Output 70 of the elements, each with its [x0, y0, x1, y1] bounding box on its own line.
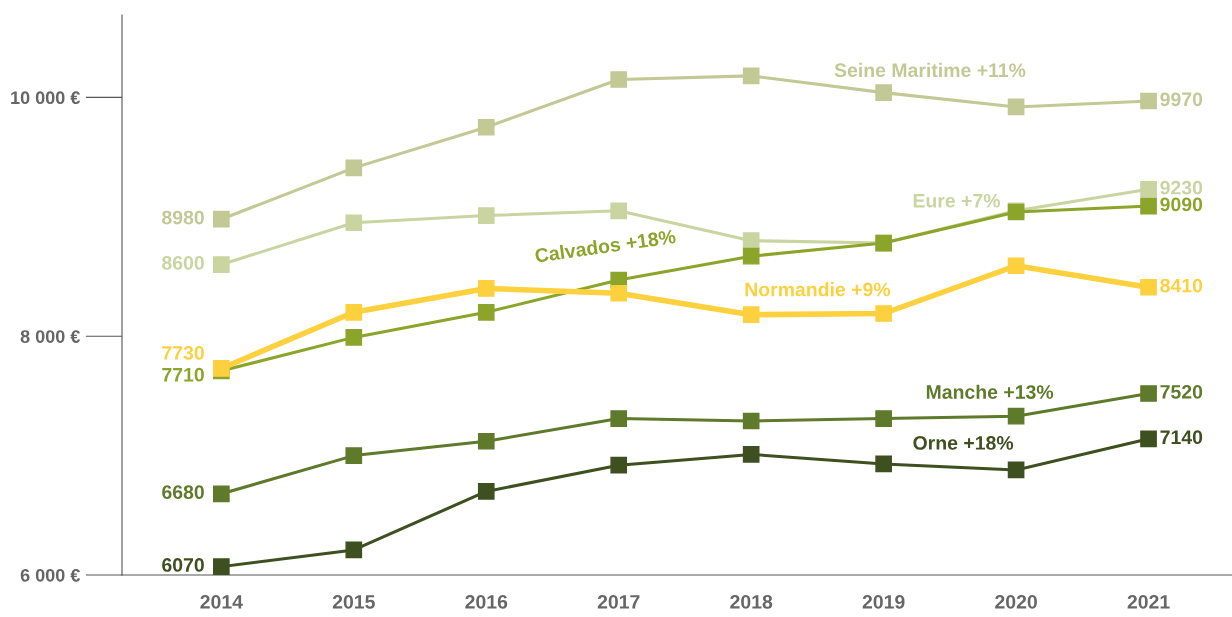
point [213, 256, 230, 273]
data-label: 9230 [1160, 180, 1203, 195]
series-label: Normandie +9% [745, 282, 891, 297]
point [213, 210, 230, 228]
point [345, 329, 363, 346]
point [1140, 278, 1157, 296]
x-tick-label: 2015 [332, 594, 375, 609]
point [875, 305, 892, 322]
data-label: 6070 [162, 558, 204, 572]
point [345, 214, 363, 232]
point [742, 446, 760, 463]
point [742, 67, 760, 85]
point [477, 118, 495, 136]
x-tick-label: 2019 [862, 594, 905, 609]
data-label: 7140 [1160, 430, 1203, 445]
point [1007, 98, 1025, 116]
point [213, 558, 230, 575]
x-tick-label: 2017 [597, 594, 640, 609]
data-label: 8980 [162, 210, 204, 225]
data-label: 8600 [162, 256, 204, 270]
y-tick-label: 10 000 € [11, 91, 81, 105]
point [610, 202, 628, 220]
series-label: Eure +7% [913, 193, 1001, 208]
data-label: 7710 [162, 367, 204, 382]
x-tick-label: 2020 [995, 594, 1037, 609]
series-label: Manche +13% [926, 384, 1054, 399]
point [1140, 385, 1157, 402]
point [610, 456, 628, 474]
point [1140, 92, 1157, 110]
point [1140, 180, 1157, 198]
point [1007, 461, 1025, 479]
data-label: 6680 [162, 485, 204, 500]
point [345, 159, 363, 177]
point [1140, 430, 1157, 448]
point [477, 483, 495, 500]
data-label: 9970 [1160, 92, 1203, 107]
point [610, 410, 628, 427]
data-label: 7520 [1160, 384, 1203, 399]
point [875, 410, 892, 427]
point [742, 247, 760, 265]
x-tick-label: 2016 [465, 594, 508, 609]
x-tick-label: 2021 [1127, 594, 1170, 609]
point [1007, 407, 1025, 425]
y-tick-label: 6 000 € [20, 568, 81, 582]
x-tick-label: 2018 [730, 594, 773, 609]
point [345, 303, 363, 321]
point [875, 84, 892, 101]
point [875, 455, 892, 473]
point [477, 207, 495, 224]
point [477, 303, 495, 321]
point [1140, 197, 1157, 215]
point [742, 306, 760, 324]
point [345, 447, 363, 464]
y-tick-label: 8 000 € [20, 330, 81, 343]
point [742, 232, 760, 250]
text: Calvados +18% [534, 228, 677, 263]
series-label: Orne +18% [913, 436, 1014, 450]
point [742, 412, 760, 430]
point [477, 432, 495, 450]
x-tick-label: 2014 [200, 594, 243, 609]
series-label: Seine Maritime +11% [834, 62, 1026, 78]
point [610, 284, 628, 302]
data-label: 8410 [1160, 278, 1203, 293]
data-label: 9090 [1160, 197, 1203, 212]
point [610, 71, 628, 88]
point [345, 541, 363, 559]
point [213, 485, 230, 503]
point [477, 280, 495, 297]
data-label: 7730 [162, 345, 204, 360]
point [1007, 257, 1025, 275]
